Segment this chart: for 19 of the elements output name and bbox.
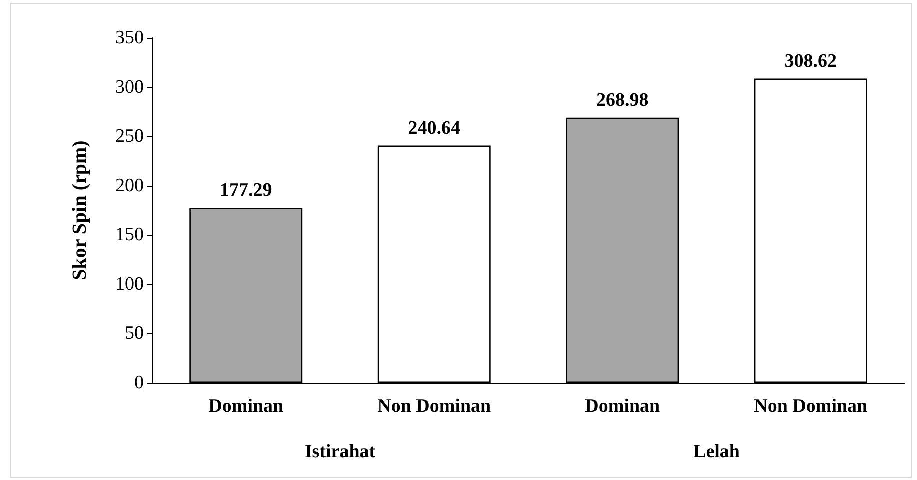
y-tick-label: 150 bbox=[116, 224, 144, 246]
text: Lelah bbox=[694, 442, 740, 462]
x-tick-label: Non Dominan bbox=[378, 396, 492, 417]
data-label: 268.98 bbox=[596, 90, 649, 111]
y-tick-label: 250 bbox=[116, 126, 144, 148]
y-tick-label: 300 bbox=[116, 76, 144, 98]
y-tick-label: 200 bbox=[116, 175, 144, 196]
y-tick-label: 350 bbox=[116, 28, 144, 48]
y-axis-title: Skor Spin (rpm) bbox=[69, 140, 91, 280]
text: Istirahat bbox=[304, 442, 376, 462]
data-label: 308.62 bbox=[784, 50, 837, 72]
x-tick-label: Non Dominan bbox=[754, 396, 868, 417]
data-label: 177.29 bbox=[220, 180, 272, 202]
y-tick-label: 0 bbox=[134, 372, 144, 394]
y-tick-label: 100 bbox=[116, 274, 144, 295]
x-tick-label: Dominan bbox=[585, 396, 661, 417]
data-label: 240.64 bbox=[408, 118, 461, 139]
x-tick-label: Dominan bbox=[208, 396, 284, 417]
y-tick-label: 50 bbox=[125, 323, 144, 344]
